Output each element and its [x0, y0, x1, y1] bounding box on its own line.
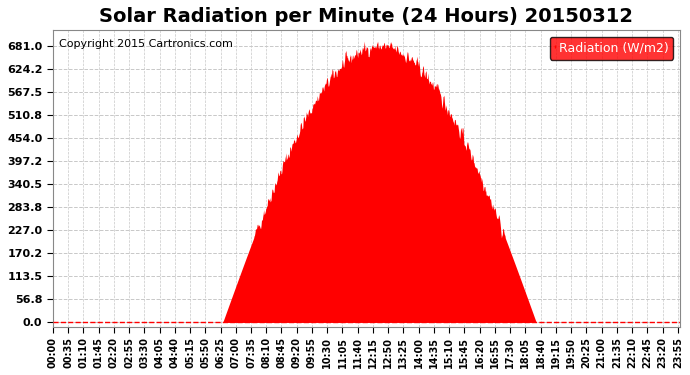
Text: Copyright 2015 Cartronics.com: Copyright 2015 Cartronics.com [59, 39, 233, 49]
Legend: Radiation (W/m2): Radiation (W/m2) [550, 36, 673, 60]
Title: Solar Radiation per Minute (24 Hours) 20150312: Solar Radiation per Minute (24 Hours) 20… [99, 7, 633, 26]
